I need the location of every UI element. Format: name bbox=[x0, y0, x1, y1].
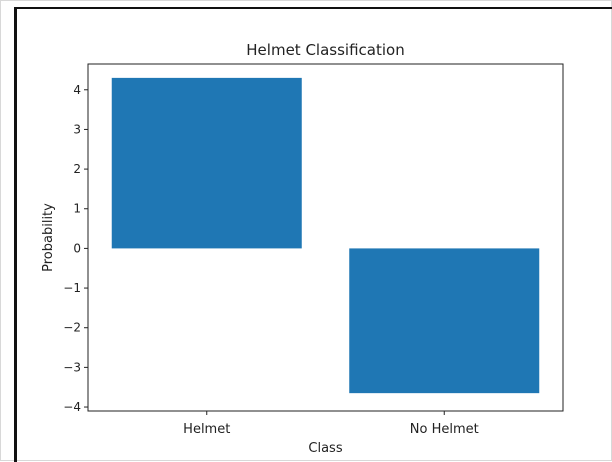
x-tick-label: No Helmet bbox=[410, 422, 479, 437]
y-tick-label: 4 bbox=[73, 83, 81, 97]
x-ticks-group: Helmet No Helmet bbox=[183, 411, 479, 437]
y-tick-label: −3 bbox=[63, 360, 81, 374]
y-tick-label: −4 bbox=[63, 400, 81, 414]
y-tick-label: −2 bbox=[63, 321, 81, 335]
y-tick-label: −1 bbox=[63, 281, 81, 295]
y-tick-label: 0 bbox=[73, 241, 81, 255]
bar-helmet bbox=[111, 77, 302, 249]
y-tick-label: 1 bbox=[73, 202, 81, 216]
bars-group bbox=[111, 77, 540, 394]
chart-title: Helmet Classification bbox=[246, 41, 404, 59]
x-tick-label: Helmet bbox=[183, 422, 230, 437]
frame-left-edge bbox=[14, 7, 17, 462]
y-ticks-group: −4 −3 −2 −1 0 1 2 3 4 bbox=[63, 83, 88, 414]
frame-top-edge bbox=[14, 7, 612, 9]
plot-frame bbox=[87, 63, 564, 412]
y-tick-label: 3 bbox=[73, 122, 81, 136]
y-tick-label: 2 bbox=[73, 162, 81, 176]
y-axis-label: Probability bbox=[41, 203, 56, 272]
x-axis-label: Class bbox=[308, 441, 342, 456]
bar-no-helmet bbox=[349, 248, 540, 394]
